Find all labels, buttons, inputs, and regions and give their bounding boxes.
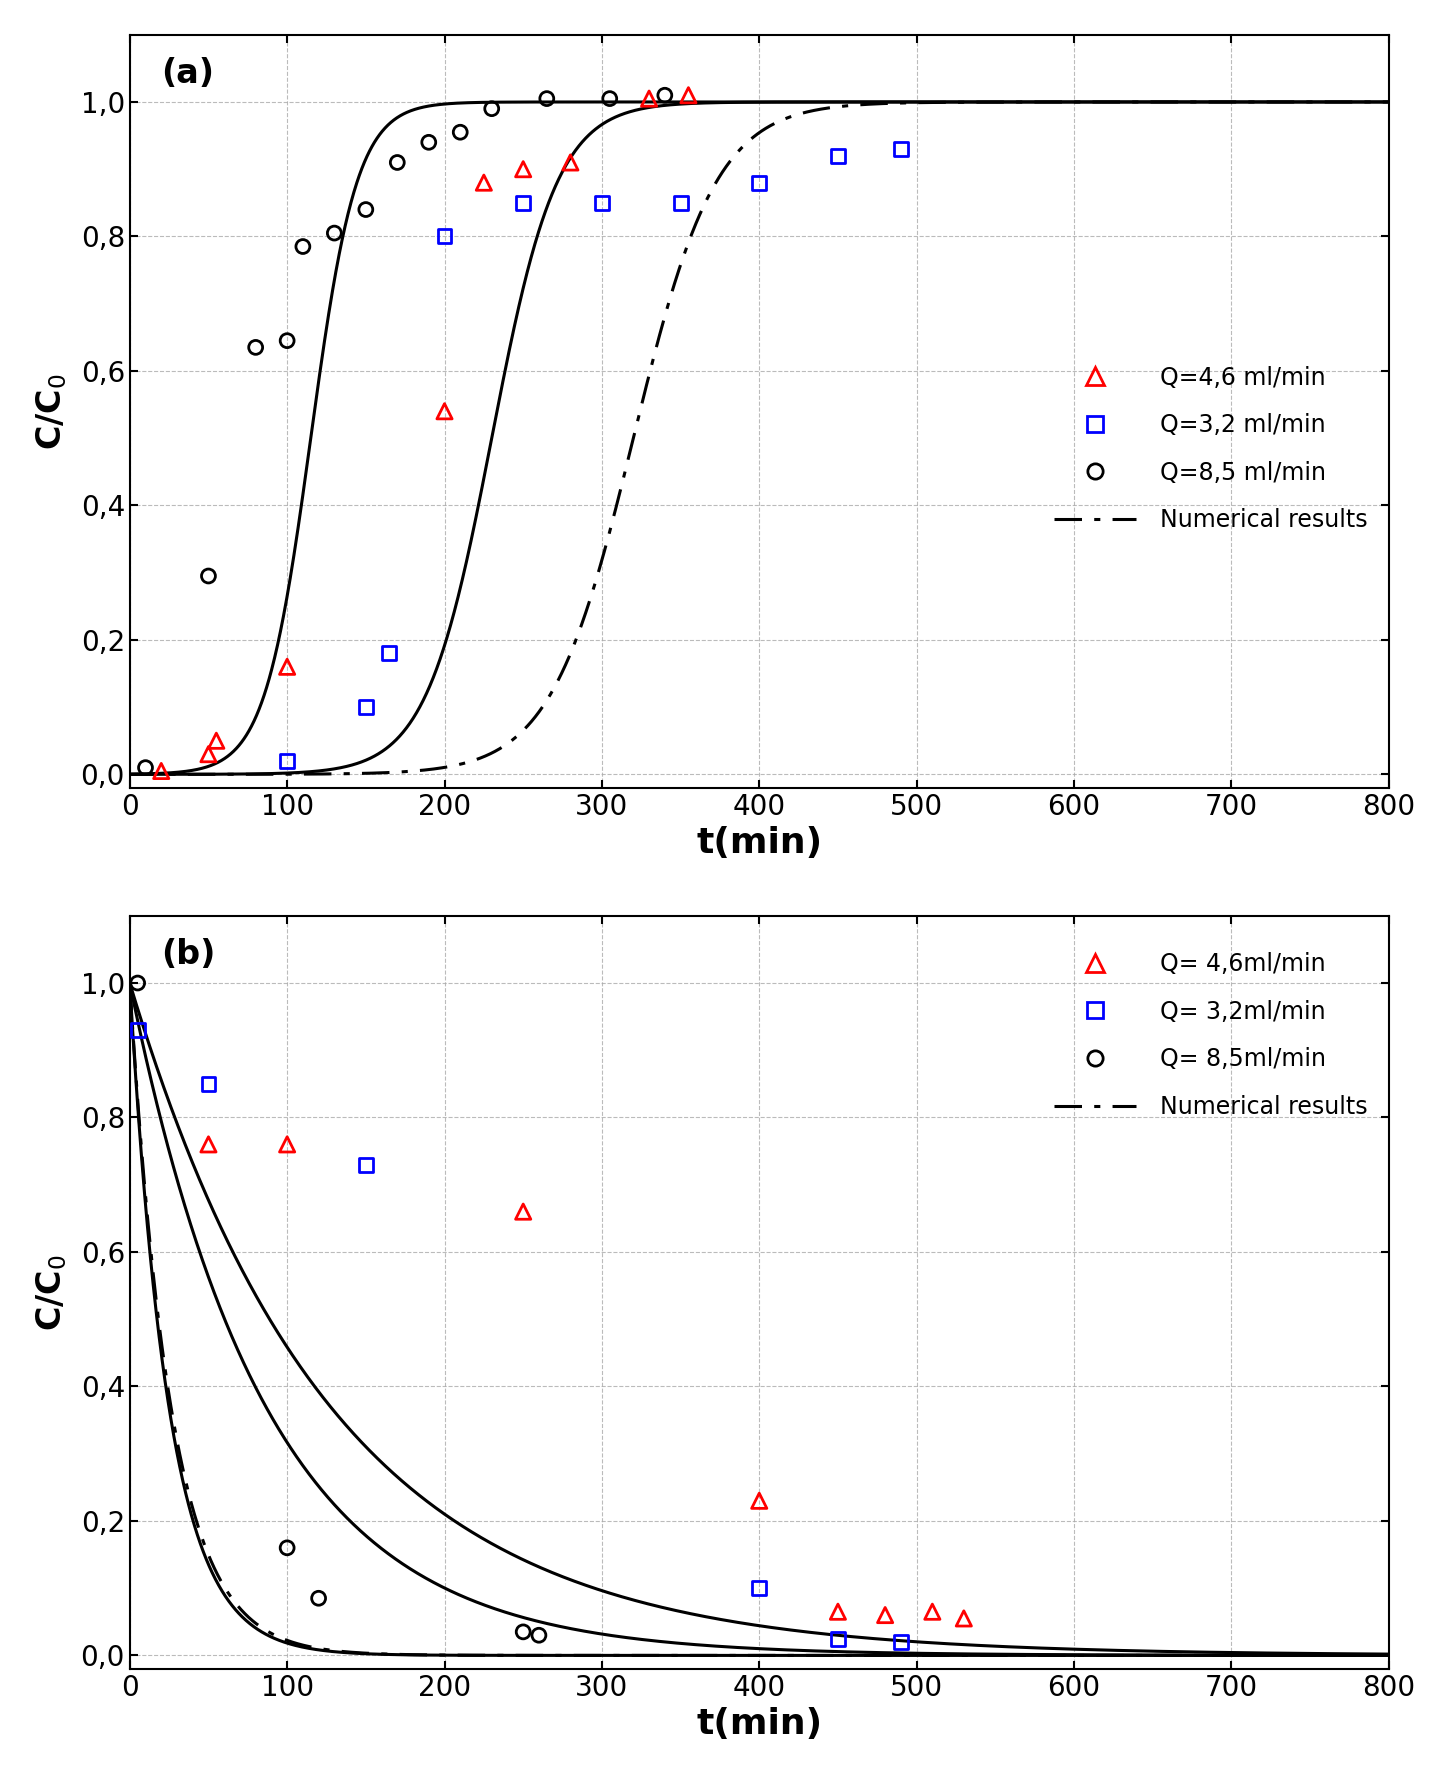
Point bbox=[512, 1197, 535, 1225]
Y-axis label: C/C$_0$: C/C$_0$ bbox=[35, 1254, 70, 1330]
Point bbox=[748, 169, 771, 197]
Point bbox=[204, 726, 228, 755]
Point bbox=[276, 652, 299, 680]
Text: (b): (b) bbox=[161, 938, 216, 971]
Point bbox=[276, 1130, 299, 1158]
Point bbox=[512, 1618, 535, 1646]
Point bbox=[748, 1574, 771, 1602]
X-axis label: t(min): t(min) bbox=[696, 826, 822, 860]
Point bbox=[677, 82, 700, 110]
Point bbox=[197, 561, 220, 590]
Point bbox=[826, 1597, 850, 1625]
Point bbox=[480, 94, 503, 123]
Point bbox=[197, 1069, 220, 1098]
Point bbox=[276, 746, 299, 774]
Point bbox=[418, 128, 441, 156]
X-axis label: t(min): t(min) bbox=[696, 1707, 822, 1740]
Legend: Q=4,6 ml/min, Q=3,2 ml/min, Q=8,5 ml/min, Numerical results: Q=4,6 ml/min, Q=3,2 ml/min, Q=8,5 ml/min… bbox=[1044, 355, 1378, 542]
Point bbox=[133, 753, 157, 781]
Point bbox=[826, 142, 850, 170]
Point bbox=[512, 155, 535, 183]
Y-axis label: C/C$_0$: C/C$_0$ bbox=[35, 373, 70, 449]
Point bbox=[378, 639, 402, 668]
Point bbox=[638, 85, 661, 114]
Point bbox=[448, 117, 471, 146]
Point bbox=[149, 757, 173, 785]
Legend: Q= 4,6ml/min, Q= 3,2ml/min, Q= 8,5ml/min, Numerical results: Q= 4,6ml/min, Q= 3,2ml/min, Q= 8,5ml/min… bbox=[1044, 943, 1378, 1128]
Point bbox=[599, 85, 622, 114]
Point bbox=[307, 1584, 331, 1613]
Point bbox=[473, 169, 496, 197]
Point bbox=[889, 135, 912, 163]
Point bbox=[126, 1016, 149, 1044]
Point bbox=[590, 188, 613, 217]
Point bbox=[535, 85, 558, 114]
Point bbox=[276, 1534, 299, 1563]
Point bbox=[276, 327, 299, 355]
Point bbox=[873, 1600, 896, 1629]
Point bbox=[953, 1604, 976, 1632]
Point bbox=[244, 334, 267, 362]
Point bbox=[126, 970, 149, 998]
Point bbox=[354, 1151, 377, 1179]
Point bbox=[434, 398, 457, 426]
Point bbox=[323, 218, 347, 247]
Point bbox=[826, 1625, 850, 1653]
Point bbox=[748, 1487, 771, 1515]
Point bbox=[528, 1621, 551, 1650]
Point bbox=[291, 233, 315, 261]
Point bbox=[434, 222, 457, 250]
Point bbox=[354, 693, 377, 721]
Point bbox=[889, 1629, 912, 1657]
Point bbox=[921, 1597, 944, 1625]
Point bbox=[512, 188, 535, 217]
Point bbox=[197, 1130, 220, 1158]
Point bbox=[558, 147, 581, 176]
Text: (a): (a) bbox=[161, 57, 215, 91]
Point bbox=[354, 195, 377, 224]
Point bbox=[652, 82, 676, 110]
Point bbox=[668, 188, 692, 217]
Point bbox=[197, 741, 220, 769]
Point bbox=[386, 147, 409, 176]
